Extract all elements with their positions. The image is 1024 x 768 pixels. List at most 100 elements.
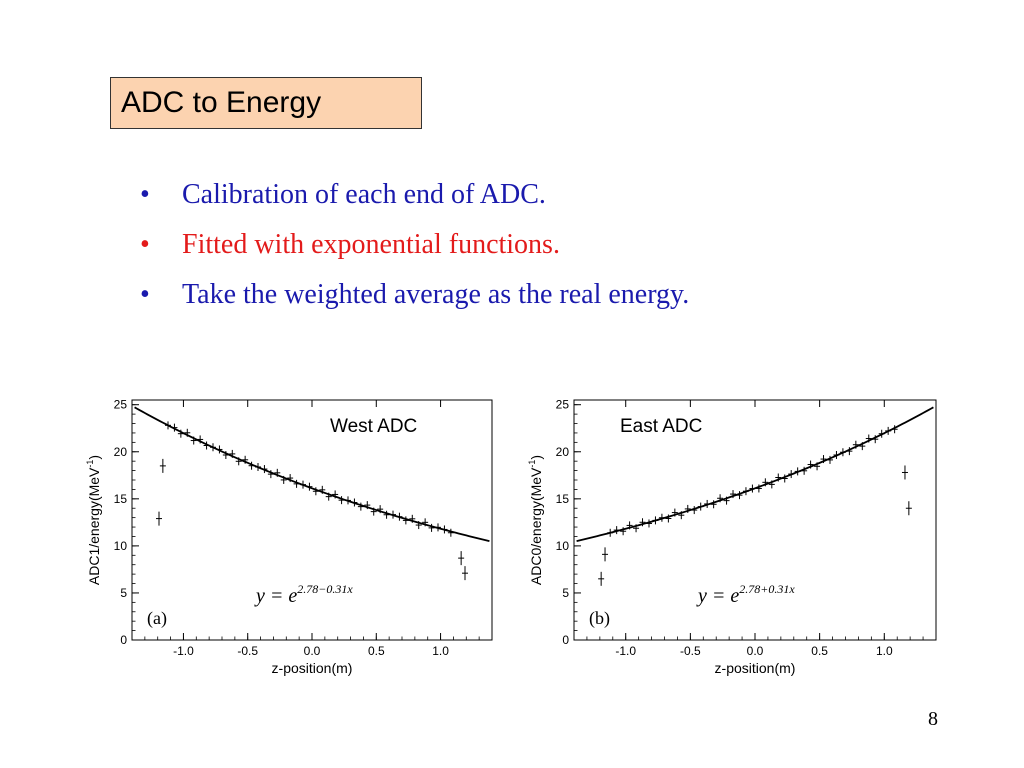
- data-point: [704, 499, 711, 508]
- y-tick-label: 25: [556, 398, 570, 412]
- data-point: [697, 502, 704, 511]
- y-tick-label: 10: [114, 539, 128, 553]
- data-point: [402, 516, 409, 525]
- data-point: [383, 510, 390, 519]
- data-point: [652, 516, 659, 525]
- x-tick-label: 1.0: [876, 644, 893, 658]
- y-tick-label: 15: [114, 492, 128, 506]
- data-point: [332, 490, 339, 499]
- data-point: [839, 448, 846, 457]
- data-point: [626, 521, 633, 530]
- data-point: [905, 501, 912, 516]
- y-tick-label: 25: [114, 398, 128, 412]
- y-axis-label: ADC0/energy(MeV-1): [527, 455, 544, 585]
- data-point: [428, 523, 435, 532]
- bullet-dot: •: [140, 229, 150, 260]
- data-point: [306, 482, 313, 491]
- data-point: [665, 514, 672, 523]
- data-point: [325, 492, 332, 501]
- data-point: [415, 521, 422, 530]
- data-point: [794, 467, 801, 476]
- data-point: [901, 465, 908, 480]
- data-point: [684, 504, 691, 513]
- data-point: [197, 435, 204, 444]
- data-point: [409, 514, 416, 523]
- data-point: [639, 518, 646, 527]
- data-point: [598, 571, 605, 586]
- fit-formula: y = e2.78−0.31x: [254, 582, 353, 607]
- data-point: [312, 487, 319, 496]
- data-point: [717, 494, 724, 503]
- data-point: [807, 460, 814, 469]
- x-tick-label: -0.5: [237, 644, 258, 658]
- data-point: [736, 491, 743, 500]
- data-point: [607, 528, 614, 537]
- data-point: [156, 511, 162, 526]
- data-point: [159, 458, 166, 473]
- bullet-dot: •: [140, 279, 150, 310]
- data-point: [216, 445, 223, 454]
- panel-tag: (a): [147, 608, 167, 629]
- data-point: [345, 496, 351, 505]
- data-point: [826, 455, 833, 464]
- data-point: [261, 465, 268, 474]
- y-tick-label: 20: [556, 445, 570, 459]
- bullet-dot: •: [140, 179, 150, 210]
- panel-tag: (b): [589, 608, 610, 629]
- data-point: [878, 429, 885, 438]
- bullet-text: Calibration of each end of ADC.: [182, 179, 546, 210]
- bullet-item-1: • Calibration of each end of ADC.: [140, 170, 689, 220]
- data-point: [248, 461, 255, 470]
- data-point: [287, 474, 294, 483]
- x-tick-label: -1.0: [615, 644, 636, 658]
- data-point: [859, 442, 866, 451]
- bullet-list: • Calibration of each end of ADC. • Fitt…: [140, 170, 689, 320]
- x-axis-label: z-position(m): [715, 660, 796, 676]
- panel-label: East ADC: [620, 416, 702, 437]
- bullet-text: Take the weighted average as the real en…: [182, 279, 690, 310]
- data-point: [351, 498, 358, 507]
- x-tick-label: 0.0: [747, 644, 764, 658]
- data-point: [458, 551, 465, 566]
- data-point: [222, 451, 229, 460]
- bullet-item-2: • Fitted with exponential functions.: [140, 220, 689, 270]
- data-point: [377, 505, 384, 514]
- data-point: [730, 490, 737, 499]
- data-point: [602, 547, 609, 562]
- data-point: [370, 507, 377, 516]
- data-point: [801, 466, 808, 475]
- data-point: [755, 484, 762, 493]
- data-point: [255, 462, 261, 471]
- slide-title-box: ADC to Energy: [110, 77, 422, 129]
- west-adc-chart: -1.0 -0.5 0.0 0.5 1.0 0 5 10 15 20 25 z-position(m)…: [85, 398, 493, 676]
- data-point: [171, 423, 178, 432]
- data-point: [447, 528, 454, 537]
- y-tick-label: 10: [556, 539, 570, 553]
- data-point: [671, 508, 678, 517]
- data-point: [742, 487, 749, 496]
- y-tick-label: 0: [120, 633, 127, 647]
- data-point: [749, 484, 756, 493]
- data-point: [235, 457, 242, 466]
- x-tick-label: 0.5: [811, 644, 828, 658]
- data-point: [396, 512, 403, 521]
- data-point: [390, 510, 396, 519]
- data-point: [267, 470, 274, 479]
- plot-frame: [131, 399, 493, 641]
- data-point: [872, 435, 879, 444]
- x-tick-label: -1.0: [173, 644, 194, 658]
- data-point: [441, 525, 448, 534]
- data-point: [723, 496, 730, 505]
- y-tick-label: 15: [556, 492, 570, 506]
- data-point: [846, 447, 853, 456]
- data-point: [833, 450, 840, 459]
- data-point: [280, 475, 287, 484]
- data-point: [852, 440, 859, 449]
- data-point: [165, 421, 171, 430]
- data-point: [300, 480, 306, 489]
- panel-label: West ADC: [330, 416, 417, 437]
- data-point: [775, 473, 782, 482]
- x-tick-label: 0.0: [304, 644, 321, 658]
- data-point: [633, 524, 640, 533]
- y-tick-label: 20: [114, 445, 128, 459]
